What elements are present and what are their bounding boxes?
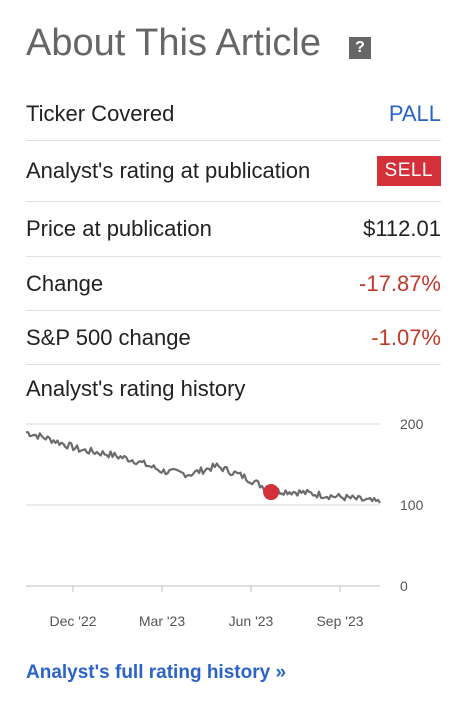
page-title: About This Article [26, 22, 322, 64]
ticker-label: Ticker Covered [26, 101, 175, 126]
rating-label: Analyst's rating at publication [26, 158, 311, 183]
x-tick-label: Jun '23 [229, 613, 274, 629]
y-tick-label: 0 [400, 578, 408, 594]
x-tick-label: Sep '23 [316, 613, 363, 629]
y-tick-label: 200 [400, 416, 424, 432]
row-ticker: Ticker Covered PALL [26, 88, 441, 141]
full-rating-history-link[interactable]: Analyst's full rating history » [26, 662, 287, 683]
price-value: $112.01 [363, 216, 441, 241]
rating-history-label: Analyst's rating history [26, 376, 246, 401]
sell-rating-badge: SELL [376, 156, 441, 186]
row-price: Price at publication $112.01 [26, 202, 441, 257]
chart-grid [26, 423, 380, 587]
help-icon[interactable]: ? [349, 36, 372, 59]
rating-history-chart: 200 100 0 Dec '22 Mar '23 Jun '23 Sep '23 [26, 416, 424, 629]
change-label: Change [26, 270, 104, 296]
row-change: Change -17.87% [26, 257, 441, 311]
article-info-list: Ticker Covered PALL Analyst's rating at … [26, 88, 441, 365]
price-series-line [26, 431, 381, 504]
row-sp500-change: S&P 500 change -1.07% [26, 311, 441, 365]
y-tick-label: 100 [400, 497, 424, 513]
x-tick-label: Mar '23 [139, 613, 185, 629]
publication-marker [263, 484, 280, 501]
x-tick-label: Dec '22 [49, 613, 96, 629]
sp500-change-value: -1.07% [371, 324, 441, 350]
chart-y-axis: 200 100 0 [400, 416, 424, 594]
price-label: Price at publication [26, 216, 212, 241]
ticker-link[interactable]: PALL [388, 101, 441, 126]
row-rating: Analyst's rating at publication SELL [26, 141, 441, 202]
header: About This Article ? [26, 22, 372, 65]
sp500-change-label: S&P 500 change [26, 324, 191, 350]
chart-x-axis: Dec '22 Mar '23 Jun '23 Sep '23 [49, 586, 364, 629]
change-value: -17.87% [359, 270, 441, 296]
